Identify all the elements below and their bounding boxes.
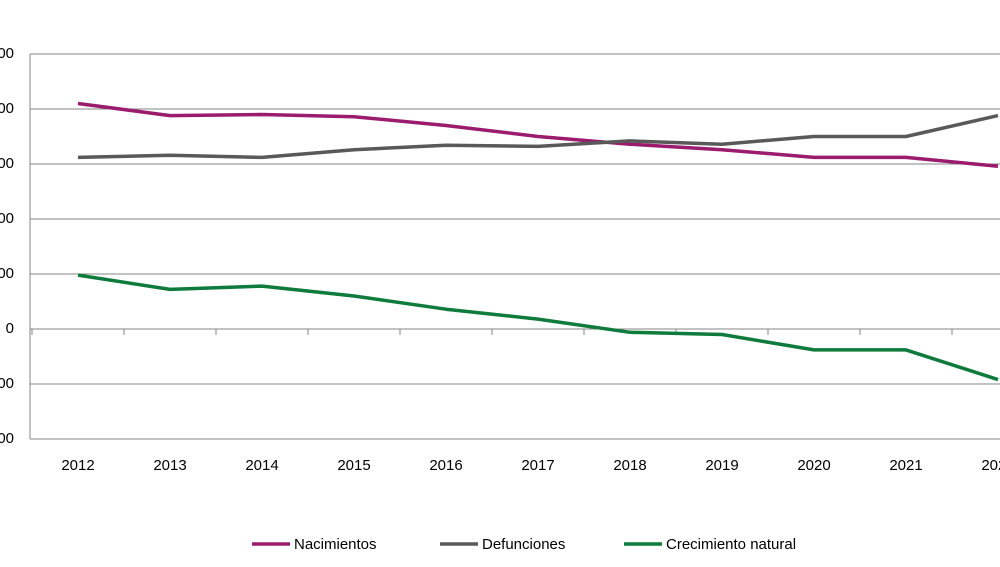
x-tick-label: 2014 (245, 457, 278, 474)
x-tick-label: 2021 (889, 457, 922, 474)
x-tick-label: 2020 (797, 457, 830, 474)
x-tick-label: 2022 (981, 457, 1000, 474)
x-tick-label: 2015 (337, 457, 370, 474)
y-tick-label: 00 (0, 265, 14, 282)
x-tick-label: 2012 (61, 457, 94, 474)
x-tick-label: 2016 (429, 457, 462, 474)
y-tick-label: 00 (0, 100, 14, 117)
line-series (77, 113, 999, 160)
y-tick-label: 00 (0, 210, 14, 227)
x-tick-label: 2018 (613, 457, 646, 474)
x-tick-label: 2019 (705, 457, 738, 474)
line-series (77, 101, 999, 168)
x-tick-label: 2013 (153, 457, 186, 474)
legend-label: Defunciones (482, 536, 565, 553)
line-series (77, 273, 999, 382)
y-tick-label: 0 (6, 320, 14, 337)
y-tick-label: 00 (0, 430, 14, 447)
y-tick-label: 00 (0, 155, 14, 172)
y-tick-label: 00 (0, 45, 14, 62)
legend-label: Crecimiento natural (666, 536, 796, 553)
legend-label: Nacimientos (294, 536, 377, 553)
y-tick-label: 00 (0, 375, 14, 392)
x-tick-label: 2017 (521, 457, 554, 474)
